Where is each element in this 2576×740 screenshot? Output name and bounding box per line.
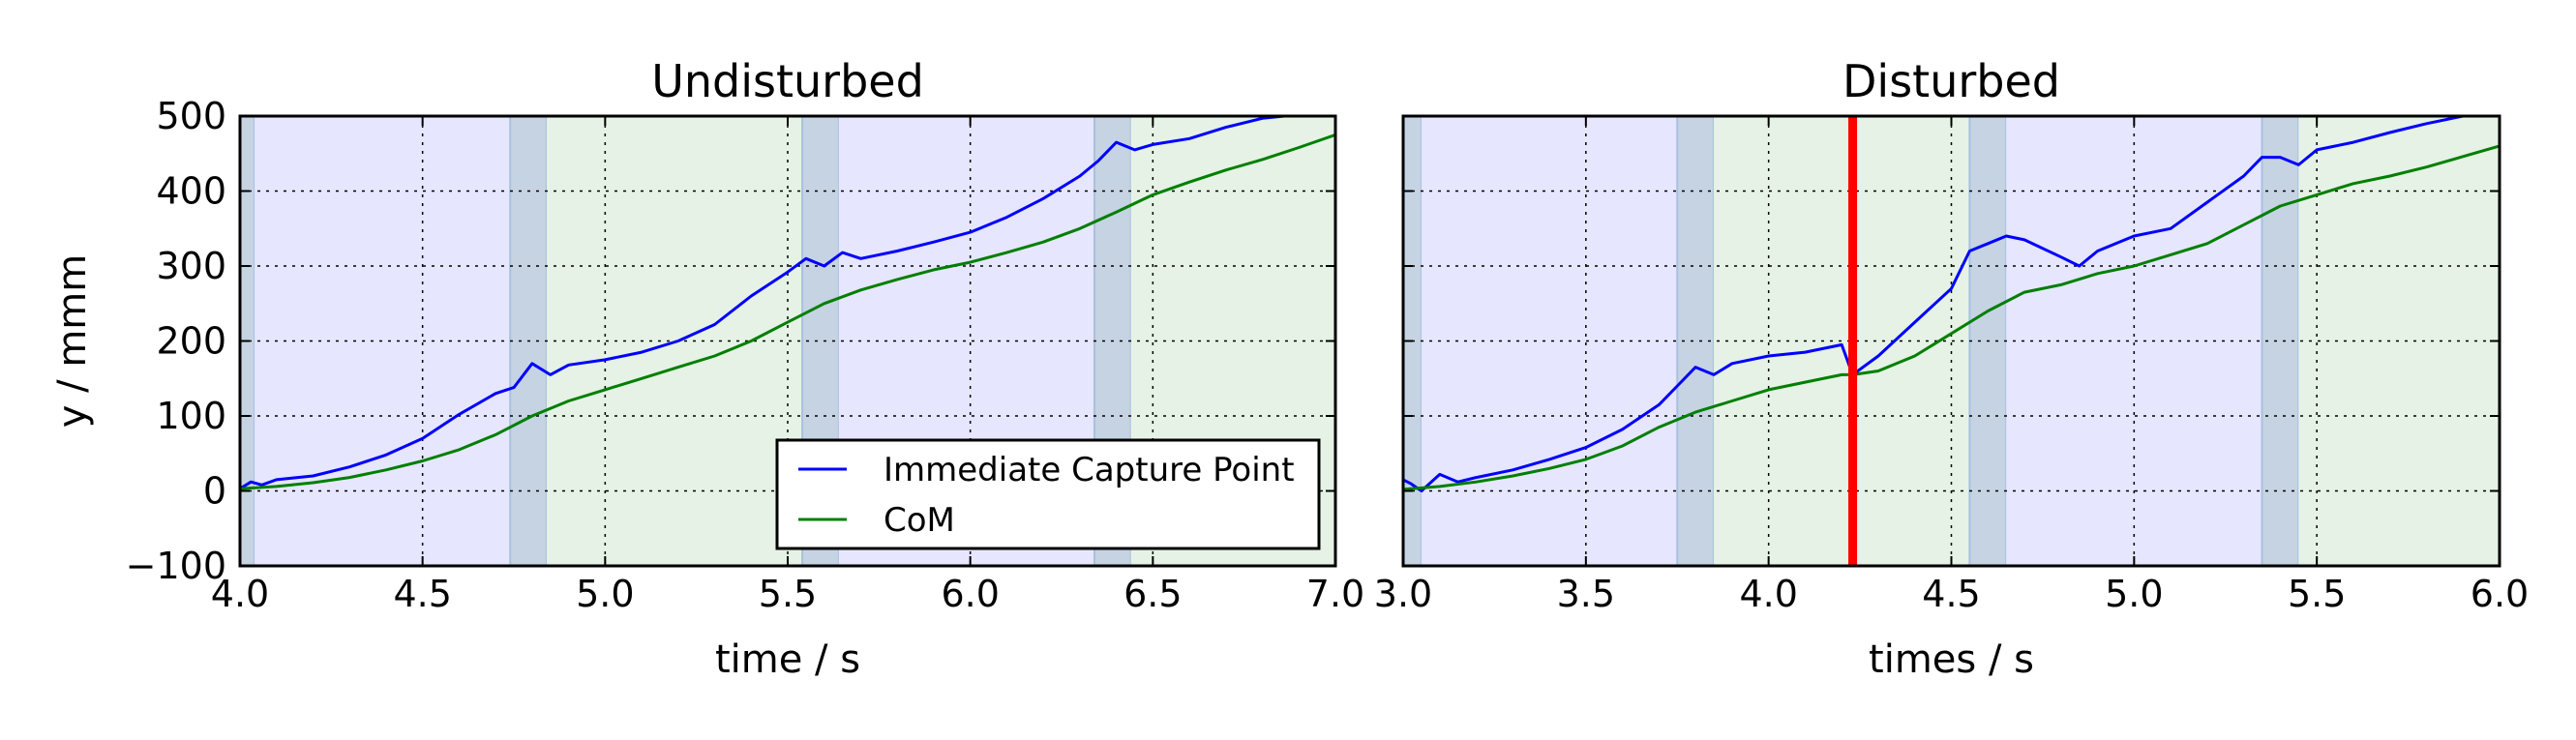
series-lines [1403,116,2500,492]
x-tick-label: 5.0 [2105,573,2163,615]
y-tick-label: 400 [156,170,226,213]
y-tick-label: 100 [156,395,226,437]
x-tick-label: 3.5 [1557,573,1615,615]
legend-entry-label: Immediate Capture Point [884,451,1295,489]
legend-entry-label: CoM [884,501,955,540]
x-tick-label: 7.0 [1306,573,1364,615]
chart-disturbed: 3.0 3.5 4.0 4.5 5.0 5.5 6.0 Disturbed times / s [1374,55,2529,682]
legend-box [775,438,1321,550]
x-tick-label: 4.5 [393,573,451,615]
series-line-com [240,133,1335,490]
series-lines [240,116,1335,490]
x-tick-label: 5.5 [759,573,817,615]
y-axis-label: y / mmm [50,254,95,428]
x-tick-label: 3.0 [1374,573,1432,615]
x-tick-label: 5.0 [576,573,634,615]
x-tick-label: 5.5 [2288,573,2346,615]
y-tick-label: −100 [126,545,226,587]
ticks: 4.0 4.5 5.0 5.5 6.0 6.5 7.0 −100 0 100 200 300 400 50… [126,95,1365,615]
series-line-com [1403,144,2500,491]
y-tick-label: 0 [203,470,226,513]
chart-title: Disturbed [1842,55,2060,107]
x-tick-label: 6.0 [941,573,999,615]
chart-undisturbed: 4.0 4.5 5.0 5.5 6.0 6.5 7.0 −100 0 100 200 300 400 50… [50,55,1364,682]
y-tick-label: 300 [156,245,226,287]
x-axis-label: times / s [1869,637,2034,682]
x-tick-label: 4.5 [1922,573,1980,615]
chart-title: Undisturbed [651,55,924,107]
x-tick-label: 6.0 [2471,573,2529,615]
ticks: 3.0 3.5 4.0 4.5 5.0 5.5 6.0 [1374,115,2529,615]
x-tick-label: 4.0 [211,573,269,615]
x-tick-label: 4.0 [1739,573,1797,615]
y-tick-label: 500 [156,95,226,137]
series-line-immediate-capture-point [240,116,1285,490]
x-axis-label: time / s [715,637,860,682]
x-tick-label: 6.5 [1123,573,1182,615]
series-line-immediate-capture-point [1403,116,2482,492]
y-tick-label: 200 [156,320,226,363]
phase-band-left [1421,116,1678,566]
legend: Immediate Capture Point CoM [775,438,1321,550]
